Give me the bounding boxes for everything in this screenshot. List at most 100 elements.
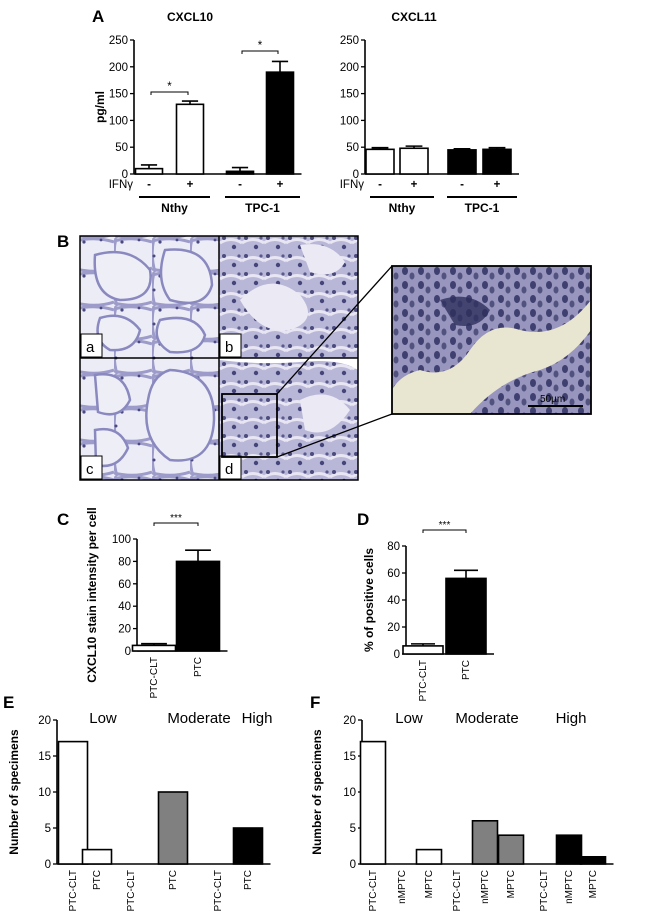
f-bar-7 bbox=[555, 834, 583, 865]
scale-bar-label: 50µm bbox=[540, 394, 565, 405]
a-right-row-label: IFNγ bbox=[340, 179, 365, 191]
a-right-ytick-label-1: 50 bbox=[346, 142, 359, 154]
e-xcat-3: PTC bbox=[168, 870, 179, 890]
e-xcat-5: PTC bbox=[243, 870, 254, 890]
e-group-header-1: Moderate bbox=[167, 710, 230, 727]
d-bar-1 bbox=[445, 577, 487, 655]
a-left-sig-label-0: * bbox=[167, 81, 172, 93]
a-left-bar-1 bbox=[175, 103, 205, 175]
micrograph-label-d: d bbox=[225, 461, 233, 478]
d-xcat-1: PTC bbox=[461, 660, 472, 680]
micrograph-zoom-frame bbox=[391, 265, 592, 415]
a-right-ifn-sign-0: - bbox=[378, 179, 382, 191]
micrograph-label-box-a bbox=[80, 333, 103, 358]
e-ytick-label-3: 15 bbox=[38, 751, 51, 763]
e-ylabel: Number of specimens bbox=[7, 729, 21, 855]
a-right-group-label-0: Nthy bbox=[389, 201, 416, 215]
a-right-ytick-label-4: 200 bbox=[340, 62, 359, 74]
e-bar-3 bbox=[157, 791, 189, 865]
a-right-ifn-sign-1: + bbox=[411, 179, 418, 191]
c-ylabel: CXCL10 stain intensity per cell bbox=[85, 507, 99, 682]
a-left-bar-3 bbox=[265, 71, 295, 175]
micrograph-label-c: c bbox=[86, 461, 94, 478]
a-left-row-label: IFNγ bbox=[109, 179, 134, 191]
a-right-bar-0 bbox=[365, 148, 395, 175]
a-left-title: CXCL10 bbox=[167, 10, 213, 24]
micrograph-label-a: a bbox=[86, 339, 95, 356]
a-left-ifn-sign-0: - bbox=[147, 179, 151, 191]
panel-label-f: F bbox=[310, 693, 320, 712]
e-group-header-0: Low bbox=[89, 710, 117, 727]
a-left-ifn-sign-1: + bbox=[187, 179, 194, 191]
f-xcat-5: MPTC bbox=[506, 870, 517, 898]
f-xcat-7: nMPTC bbox=[564, 870, 575, 904]
e-xcat-2: PTC-CLT bbox=[126, 870, 137, 911]
micrograph-label-b: b bbox=[225, 339, 233, 356]
f-xcat-2: MPTC bbox=[424, 870, 435, 898]
f-group-header-2: High bbox=[556, 710, 587, 727]
e-bar-5 bbox=[232, 827, 264, 865]
d-ytick-label-2: 40 bbox=[387, 595, 400, 607]
a-left-bar-2 bbox=[225, 170, 255, 175]
f-bar-5 bbox=[497, 834, 525, 865]
f-xcat-4: nMPTC bbox=[480, 870, 491, 904]
d-ytick-label-1: 20 bbox=[387, 622, 400, 634]
a-right-ytick-label-5: 250 bbox=[340, 35, 359, 47]
a-right-ifn-sign-2: - bbox=[460, 179, 464, 191]
a-left-ytick-label-4: 200 bbox=[109, 62, 128, 74]
micrograph-label-box-c bbox=[80, 455, 103, 480]
panel-label-c: C bbox=[57, 510, 69, 529]
c-ytick-label-4: 80 bbox=[118, 556, 131, 568]
f-ytick-label-1: 5 bbox=[350, 823, 356, 835]
f-bar-0 bbox=[359, 740, 387, 865]
c-ytick-label-0: 0 bbox=[125, 646, 131, 658]
a-left-ytick-label-5: 250 bbox=[109, 35, 128, 47]
c-bar-0 bbox=[131, 644, 177, 652]
a-left-ifn-sign-2: - bbox=[238, 179, 242, 191]
f-xcat-1: nMPTC bbox=[397, 870, 408, 904]
e-group-header-2: High bbox=[242, 710, 273, 727]
d-ytick-label-3: 60 bbox=[387, 568, 400, 580]
micrograph-a bbox=[80, 236, 219, 358]
d-sig-bracket bbox=[422, 529, 467, 533]
f-xcat-0: PTC-CLT bbox=[368, 870, 379, 911]
micrograph-grid-lines bbox=[79, 235, 359, 481]
e-ytick-label-4: 20 bbox=[38, 715, 51, 727]
panel-label-b: B bbox=[57, 232, 69, 251]
a-left-ytick-label-3: 150 bbox=[109, 89, 128, 101]
zoom-connector-top bbox=[276, 265, 393, 395]
f-ylabel: Number of specimens bbox=[310, 729, 324, 855]
e-xcat-1: PTC bbox=[92, 870, 103, 890]
a-left-ytick-label-2: 100 bbox=[109, 115, 128, 127]
c-sig-label: *** bbox=[170, 513, 182, 524]
micrograph-label-box-d bbox=[219, 455, 242, 480]
e-ytick-label-1: 5 bbox=[45, 823, 51, 835]
panel-label-a: A bbox=[92, 7, 104, 26]
f-bar-4 bbox=[471, 819, 499, 865]
e-bar-0 bbox=[57, 740, 89, 865]
c-ytick-label-2: 40 bbox=[118, 601, 131, 613]
d-ytick-label-4: 80 bbox=[387, 541, 400, 553]
a-left-group-label-0: Nthy bbox=[161, 201, 188, 215]
e-bar-1 bbox=[81, 848, 113, 865]
a-right-ytick-label-3: 150 bbox=[340, 89, 359, 101]
micrograph-b bbox=[219, 236, 358, 358]
d-ytick-label-0: 0 bbox=[394, 649, 400, 661]
d-ylabel: % of positive cells bbox=[362, 548, 376, 652]
e-ytick-label-2: 10 bbox=[38, 787, 51, 799]
d-bar-0 bbox=[402, 645, 444, 655]
micrograph-label-box-b bbox=[219, 333, 242, 358]
f-bar-2 bbox=[415, 848, 443, 865]
a-right-ytick-label-2: 100 bbox=[340, 115, 359, 127]
a-right-group-label-1: TPC-1 bbox=[465, 201, 500, 215]
a-left-sig-bracket-0 bbox=[150, 91, 189, 95]
c-ytick-label-5: 100 bbox=[112, 534, 131, 546]
a-left-ylabel: pg/ml bbox=[93, 91, 107, 123]
d-sig-label: *** bbox=[439, 520, 451, 531]
a-left-group-label-1: TPC-1 bbox=[245, 201, 280, 215]
a-left-ytick-label-0: 0 bbox=[122, 169, 128, 181]
a-right-bar-1 bbox=[399, 147, 429, 175]
f-group-header-1: Moderate bbox=[455, 710, 518, 727]
c-xcat-1: PTC bbox=[193, 657, 204, 677]
